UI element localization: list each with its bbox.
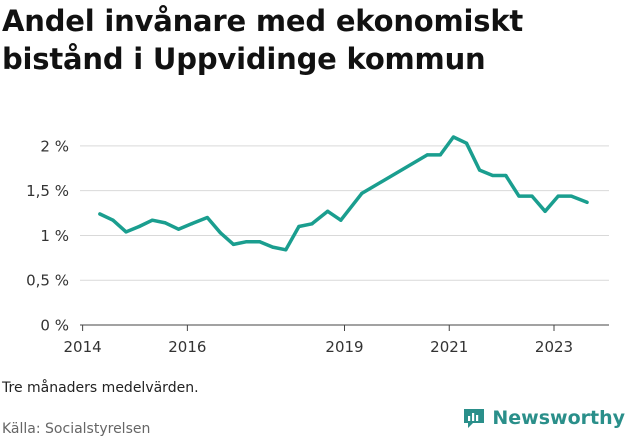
data-point bbox=[360, 191, 364, 195]
data-point bbox=[464, 141, 469, 145]
data-point bbox=[478, 168, 482, 172]
data-point bbox=[244, 240, 249, 244]
data-point bbox=[258, 240, 262, 244]
x-tick-label: 2014 bbox=[64, 338, 102, 356]
data-point bbox=[271, 245, 275, 249]
y-tick-label: 0 % bbox=[40, 317, 69, 335]
data-point bbox=[585, 200, 589, 204]
chart-title: Andel invånare med ekonomiskt bistånd i … bbox=[2, 4, 524, 76]
line-chart: 0 % 0,5 % 1 % 1,5 % 2 % 2014 2016 2019 2021 2023 bbox=[26, 135, 609, 356]
chart-note: Tre månaders medelvärden. bbox=[2, 380, 199, 396]
y-tick-label: 2 % bbox=[40, 137, 69, 155]
data-point bbox=[491, 173, 495, 178]
x-tick-label: 2021 bbox=[430, 338, 468, 356]
x-tick-label: 2023 bbox=[535, 338, 573, 356]
data-point bbox=[124, 230, 128, 234]
data-point bbox=[163, 221, 167, 225]
data-point bbox=[504, 173, 508, 178]
data-point bbox=[218, 231, 222, 235]
source-credit: Källa: Socialstyrelsen bbox=[2, 421, 151, 437]
axes: 0 % 0,5 % 1 % 1,5 % 2 % 2014 2016 2019 2021 2023 bbox=[26, 137, 609, 356]
brand-logo: Newsworthy bbox=[462, 406, 625, 430]
data-point bbox=[530, 194, 534, 198]
data-point bbox=[297, 224, 301, 229]
data-point bbox=[543, 209, 547, 213]
data-point bbox=[189, 222, 194, 226]
y-tick-label: 1,5 % bbox=[26, 182, 69, 200]
data-point bbox=[425, 153, 429, 157]
data-point bbox=[451, 135, 456, 139]
series bbox=[98, 135, 589, 252]
x-tick-label: 2019 bbox=[325, 338, 363, 356]
data-point bbox=[339, 218, 343, 222]
data-point bbox=[137, 224, 141, 229]
data-point bbox=[176, 227, 181, 231]
series-line bbox=[98, 135, 589, 252]
data-point bbox=[569, 194, 573, 198]
data-point bbox=[310, 222, 314, 226]
data-point bbox=[231, 242, 236, 247]
data-point bbox=[284, 248, 288, 252]
data-point bbox=[326, 209, 330, 213]
data-point bbox=[556, 194, 560, 198]
gridlines bbox=[80, 145, 609, 281]
brand-name: Newsworthy bbox=[492, 407, 625, 429]
newsworthy-logo-icon bbox=[464, 409, 485, 428]
data-point bbox=[438, 153, 442, 157]
y-tick-label: 1 % bbox=[40, 227, 69, 245]
data-point bbox=[111, 218, 115, 222]
data-point bbox=[150, 218, 154, 222]
data-point bbox=[205, 215, 209, 220]
data-point bbox=[517, 194, 521, 198]
x-tick-label: 2016 bbox=[168, 338, 206, 356]
data-point bbox=[98, 212, 102, 216]
y-tick-label: 0,5 % bbox=[26, 272, 69, 290]
